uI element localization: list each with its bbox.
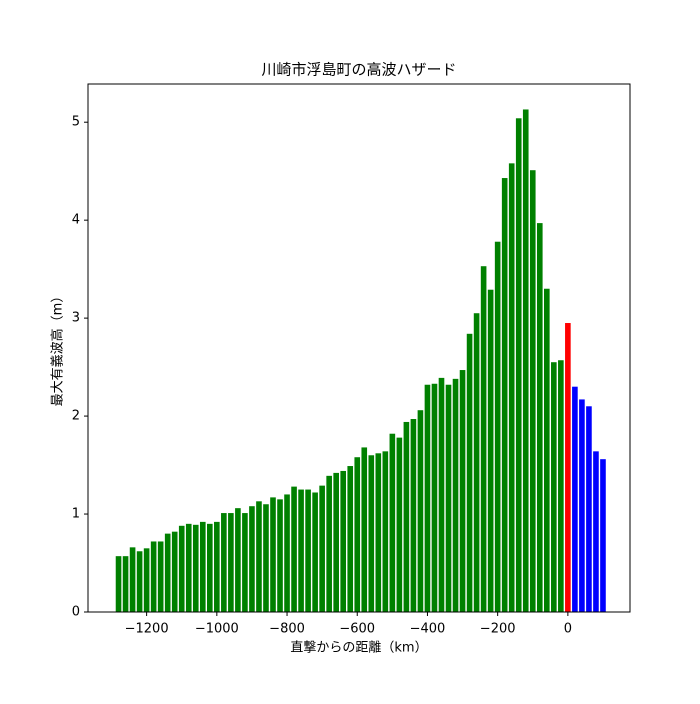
x-tick-label: −600 — [339, 622, 375, 637]
bar — [235, 508, 241, 612]
y-tick-label: 0 — [72, 605, 80, 620]
bar — [375, 453, 382, 612]
bar — [249, 506, 255, 612]
bar — [333, 472, 339, 612]
bar — [494, 241, 501, 612]
y-axis-label: 最大有義波高（m） — [50, 290, 66, 407]
bar — [178, 525, 185, 612]
bar — [340, 470, 347, 612]
bar — [368, 455, 375, 612]
bar — [600, 459, 606, 612]
bar — [522, 109, 529, 612]
plot-frame — [87, 83, 631, 613]
bar — [586, 406, 592, 612]
bar — [508, 163, 515, 613]
bar — [572, 386, 578, 612]
y-tick-label: 4 — [72, 213, 80, 228]
bar — [129, 547, 136, 612]
bar — [543, 288, 550, 612]
x-tick-label: −200 — [480, 622, 516, 637]
bar — [431, 383, 438, 612]
bar — [263, 504, 269, 612]
bar — [214, 521, 220, 612]
bar — [417, 410, 424, 612]
bar — [480, 266, 487, 612]
x-tick-label: −1000 — [195, 622, 239, 637]
bar — [207, 523, 213, 612]
bar — [122, 556, 129, 612]
bar — [382, 451, 389, 612]
x-tick-label: −800 — [269, 622, 305, 637]
bar — [228, 513, 234, 612]
y-tick-label: 5 — [72, 115, 80, 130]
bar — [473, 313, 480, 612]
bar — [558, 360, 564, 612]
bar — [115, 556, 122, 612]
bar — [277, 499, 283, 612]
bar — [199, 521, 206, 612]
bar — [136, 551, 143, 612]
bar — [185, 523, 192, 612]
y-tick-label: 2 — [72, 409, 80, 424]
bar — [466, 333, 473, 612]
bar — [157, 541, 164, 612]
bar — [551, 362, 557, 612]
bar — [319, 485, 325, 612]
bar — [459, 370, 466, 612]
bar — [242, 513, 248, 612]
bar — [270, 497, 276, 612]
bar — [221, 513, 227, 612]
bar — [347, 466, 354, 612]
bar — [536, 223, 543, 612]
bar — [403, 421, 410, 612]
bar — [361, 447, 368, 612]
bar — [487, 289, 494, 612]
bar — [424, 384, 431, 612]
bar — [501, 178, 508, 612]
bar — [438, 377, 445, 612]
bar — [164, 533, 171, 612]
bar — [389, 433, 396, 612]
bar — [284, 494, 290, 612]
bar — [593, 451, 599, 612]
bar — [445, 384, 452, 612]
bar — [565, 323, 571, 612]
bar — [291, 486, 297, 612]
bar — [515, 118, 522, 613]
bar — [305, 489, 311, 612]
bar — [256, 501, 262, 612]
x-tick-label: −1200 — [125, 622, 169, 637]
bar — [150, 541, 157, 612]
x-tick-label: 0 — [564, 622, 572, 637]
x-axis-label: 直撃からの距離（km） — [290, 640, 427, 656]
bar — [171, 531, 178, 612]
bar — [326, 475, 332, 612]
bar — [452, 378, 459, 612]
bar — [143, 548, 150, 612]
bar — [529, 170, 536, 612]
y-tick-label: 1 — [72, 507, 80, 522]
y-tick-label: 3 — [72, 311, 80, 326]
x-tick-label: −400 — [410, 622, 446, 637]
bar — [312, 492, 318, 612]
bar — [396, 437, 403, 612]
bar — [354, 457, 361, 612]
bar — [192, 524, 199, 612]
bar — [298, 489, 304, 612]
bar — [579, 399, 585, 612]
bar — [410, 419, 417, 612]
chart-title: 川崎市浮島町の高波ハザード — [261, 61, 456, 79]
